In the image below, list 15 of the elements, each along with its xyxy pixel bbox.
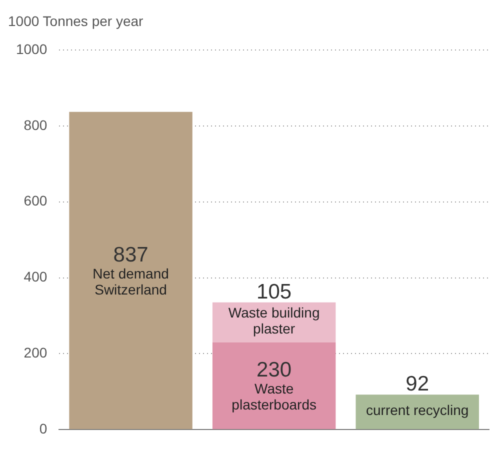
series-label: current recycling	[366, 402, 469, 418]
series-label: Net demand Switzerland	[92, 265, 169, 298]
series-label: Waste building plaster	[228, 304, 320, 336]
y-tick-label: 200	[24, 344, 48, 361]
series-label: Waste plasterboards	[232, 380, 316, 413]
data-label: 92	[406, 372, 430, 396]
data-label: 230	[256, 358, 292, 382]
y-tick-label: 1000	[16, 40, 48, 57]
data-label: 105	[256, 280, 292, 304]
y-axis-title: 1000 Tonnes per year	[8, 13, 144, 29]
y-tick-label: 0	[39, 420, 48, 436]
data-label: 837	[113, 243, 148, 266]
y-tick-label: 800	[24, 116, 48, 133]
y-tick-label: 600	[24, 192, 48, 209]
y-tick-label: 400	[24, 268, 48, 285]
